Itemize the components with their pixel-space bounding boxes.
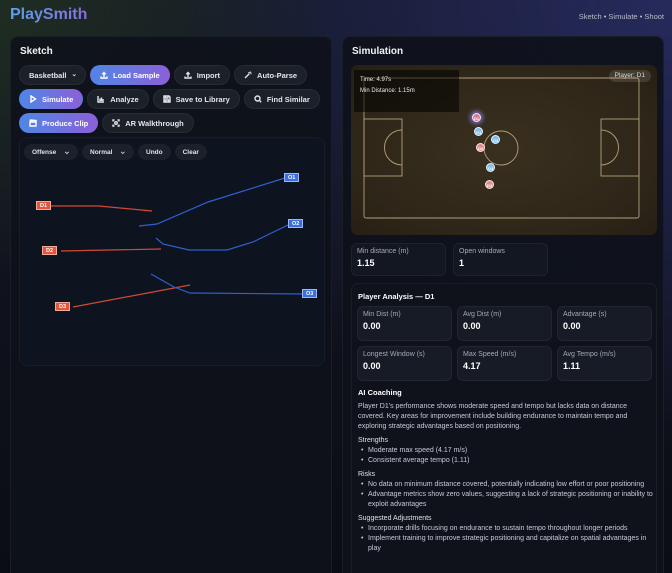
- scan-icon: [112, 119, 120, 127]
- path-d1: [51, 205, 153, 212]
- path-o3: [150, 273, 305, 295]
- side-select[interactable]: Offense: [24, 144, 78, 160]
- simulation-pitch[interactable]: Time: 4.97s Min Distance: 1.15m Player: …: [351, 65, 657, 235]
- stat-min-distance: Min distance (m) 1.15: [351, 243, 446, 276]
- adjustments-heading: Suggested Adjustments: [358, 515, 432, 522]
- chevron-down-icon: [64, 150, 70, 154]
- metric-min-dist: Min Dist (m) 0.00: [357, 306, 452, 341]
- coaching-title: AI Coaching: [358, 388, 402, 397]
- magic-wand-icon: [244, 71, 252, 79]
- list-item: Implement training to improve strategic …: [361, 534, 654, 554]
- sim-player-o2[interactable]: O2: [491, 135, 500, 144]
- canvas-controls: Offense Normal Undo Clear: [24, 144, 207, 160]
- sim-player-d1[interactable]: D1: [472, 113, 481, 122]
- pitch-markings: [363, 77, 640, 219]
- path-o2: [155, 223, 291, 251]
- hud-time: Time: 4.97s: [360, 77, 392, 83]
- clapperboard-icon: [29, 119, 37, 127]
- list-item: Incorporate drills focusing on endurance…: [361, 524, 654, 534]
- sim-player-d3[interactable]: D3: [485, 180, 494, 189]
- player-tag-o3[interactable]: O3: [302, 289, 318, 298]
- chevron-down-icon: [72, 74, 76, 77]
- player-tag-o1[interactable]: O1: [284, 173, 300, 182]
- coaching-summary: Player D1's performance shows moderate s…: [358, 403, 628, 430]
- sketch-toolbar: Basketball Load Sample Import Auto-Parse…: [19, 65, 329, 137]
- bar-chart-icon: [97, 96, 105, 103]
- ar-walkthrough-button[interactable]: AR Walkthrough: [102, 113, 194, 133]
- search-icon: [254, 95, 262, 103]
- sketch-canvas[interactable]: Offense Normal Undo Clear D1 D2 D3 O1: [19, 137, 325, 366]
- produce-clip-button[interactable]: Produce Clip: [19, 113, 99, 133]
- save-icon: [162, 95, 171, 103]
- metric-advantage: Advantage (s) 0.00: [557, 306, 652, 341]
- simulation-hud: Time: 4.97s Min Distance: 1.15m: [354, 70, 459, 112]
- import-button[interactable]: Import: [173, 65, 231, 85]
- player-tag-d2[interactable]: D2: [42, 246, 58, 255]
- sketch-panel: Sketch Basketball Load Sample Import Aut…: [10, 36, 332, 573]
- upload-icon: [100, 71, 108, 79]
- metric-max-speed: Max Speed (m/s) 4.17: [457, 346, 552, 381]
- path-o1: [138, 177, 286, 227]
- save-to-library-button[interactable]: Save to Library: [152, 89, 240, 109]
- tagline: Sketch • Simulate • Shoot: [578, 12, 664, 21]
- list-item: No data on minimum distance covered, pot…: [361, 480, 654, 490]
- player-tag-d1[interactable]: D1: [36, 201, 52, 210]
- speed-select[interactable]: Normal: [82, 144, 134, 160]
- player-analysis-card: Player Analysis — D1 Min Dist (m) 0.00 Av…: [351, 283, 657, 573]
- strengths-list: Moderate max speed (4.17 m/s) Consistent…: [358, 446, 654, 466]
- strengths-heading: Strengths: [358, 437, 388, 444]
- clear-button[interactable]: Clear: [174, 144, 207, 160]
- upload-icon: [183, 71, 192, 79]
- player-tag-d3[interactable]: D3: [55, 302, 71, 311]
- chevron-down-icon: [121, 151, 126, 154]
- undo-button[interactable]: Undo: [138, 144, 171, 160]
- stat-open-windows: Open windows 1: [453, 243, 548, 276]
- hud-min-distance: Min Distance: 1.15m: [360, 88, 415, 94]
- sketch-title: Sketch: [20, 46, 53, 57]
- risks-heading: Risks: [358, 471, 376, 478]
- list-item: Moderate max speed (4.17 m/s): [361, 446, 654, 456]
- player-tag-o2[interactable]: O2: [288, 219, 304, 228]
- simulation-title: Simulation: [352, 46, 404, 57]
- analyze-button[interactable]: Analyze: [87, 89, 149, 109]
- sim-player-o3[interactable]: O3: [486, 163, 495, 172]
- load-sample-button[interactable]: Load Sample: [90, 65, 170, 85]
- list-item: Advantage metrics show zero values, sugg…: [361, 490, 654, 510]
- simulation-panel: Simulation Time: 4.97s Min Distance: 1.1…: [342, 36, 664, 573]
- app-logo[interactable]: PlaySmith: [10, 6, 88, 23]
- selected-player-pill[interactable]: Player: D1: [608, 70, 651, 82]
- metric-avg-dist: Avg Dist (m) 0.00: [457, 306, 552, 341]
- path-d2: [60, 248, 162, 252]
- metric-avg-tempo: Avg Tempo (m/s) 1.11: [557, 346, 652, 381]
- sim-player-o1[interactable]: O1: [474, 127, 483, 136]
- find-similar-button[interactable]: Find Similar: [243, 89, 320, 109]
- play-paths: [51, 177, 305, 308]
- metric-longest-window: Longest Window (s) 0.00: [357, 346, 452, 381]
- app-header: PlaySmith Sketch • Simulate • Shoot: [0, 0, 672, 34]
- sport-select[interactable]: Basketball: [19, 65, 86, 85]
- simulate-button[interactable]: Simulate: [19, 89, 84, 109]
- analysis-title: Player Analysis — D1: [358, 292, 435, 301]
- sim-player-d2[interactable]: D2: [476, 143, 485, 152]
- sport-select-value: Basketball: [29, 70, 67, 80]
- analysis-metrics: Min Dist (m) 0.00 Avg Dist (m) 0.00 Advant…: [357, 306, 652, 381]
- path-d3: [72, 284, 191, 308]
- auto-parse-button[interactable]: Auto-Parse: [234, 65, 308, 85]
- play-icon: [30, 95, 37, 103]
- adjustments-list: Incorporate drills focusing on endurance…: [358, 524, 654, 554]
- risks-list: No data on minimum distance covered, pot…: [358, 480, 654, 510]
- list-item: Consistent average tempo (1.11): [361, 456, 654, 466]
- ai-coaching: AI Coaching Player D1's performance show…: [358, 388, 654, 554]
